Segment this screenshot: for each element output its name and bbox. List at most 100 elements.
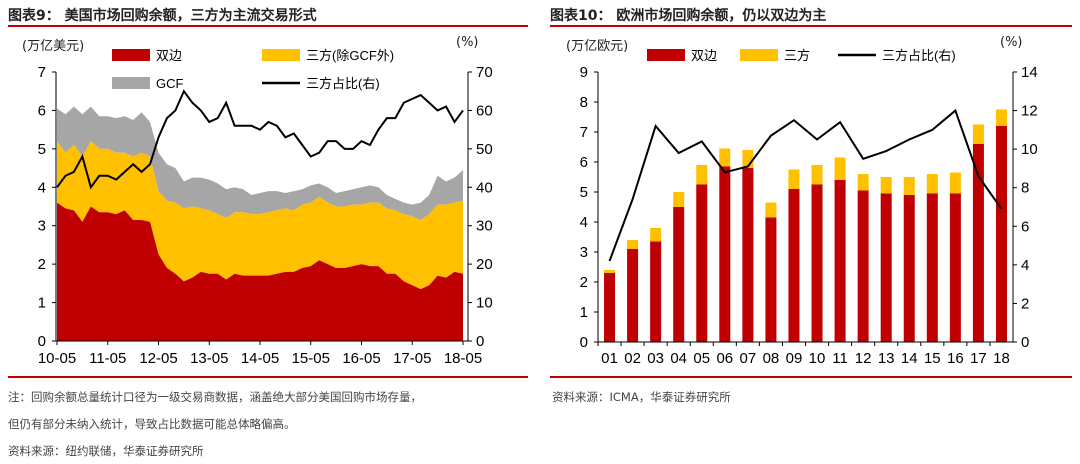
y-tick-label: 2 <box>580 274 588 291</box>
x-tick-label: 14 <box>901 350 918 367</box>
x-tick-label: 03 <box>647 350 664 367</box>
x-tick-label: 09 <box>786 350 803 367</box>
bilateral-bar <box>742 168 754 342</box>
x-tick-label: 12-05 <box>139 350 177 367</box>
triparty-bar <box>719 148 731 167</box>
x-tick-label: 14-05 <box>241 350 279 367</box>
legend-label: 三方占比(右) <box>882 48 956 63</box>
y-tick-label: 7 <box>38 64 46 81</box>
y-tick-label: 6 <box>38 102 46 119</box>
bilateral-bar <box>673 207 685 342</box>
note-line: 但仍有部分未纳入统计，导致占比数据可能总体略偏高。 <box>8 417 296 431</box>
bilateral-bar <box>903 195 915 342</box>
legend-swatch <box>740 49 778 61</box>
bilateral-bar <box>811 184 823 342</box>
x-tick-label: 10-05 <box>38 350 76 367</box>
y-tick-label: 1 <box>580 304 588 321</box>
right-source: 资料来源：ICMA，华泰证券研究所 <box>552 390 731 404</box>
x-tick-label: 17-05 <box>393 350 431 367</box>
right-unit-label: (万亿欧元) <box>566 39 629 54</box>
x-tick-label: 11 <box>832 350 848 367</box>
x-tick-label: 16 <box>947 350 964 367</box>
y2-tick-label: 0 <box>476 333 484 350</box>
triparty-bar <box>926 174 938 194</box>
triparty-bar <box>949 172 961 194</box>
y-tick-label: 7 <box>580 124 588 141</box>
y2-tick-label: 0 <box>1021 334 1029 351</box>
bilateral-bar <box>834 180 846 342</box>
left-unit-right: (%) <box>456 35 479 50</box>
triparty-bar <box>995 109 1007 126</box>
triparty-bar <box>604 270 616 273</box>
x-tick-label: 13 <box>878 350 895 367</box>
triparty-share-line <box>56 89 464 190</box>
x-tick-label: 17 <box>970 350 987 367</box>
y-tick-label: 4 <box>580 214 588 231</box>
eu-repo-chart: 01 02 03 04 05 06 07 08 09 10 11 12 13 14 15 16 17 180123… <box>580 48 1038 367</box>
y2-tick-label: 14 <box>1021 64 1038 81</box>
x-tick-label: 08 <box>763 350 780 367</box>
triparty-bar <box>650 228 662 242</box>
y-tick-label: 3 <box>38 218 46 235</box>
y2-tick-label: 4 <box>1021 257 1029 274</box>
bilateral-area <box>57 202 463 341</box>
y2-tick-label: 6 <box>1021 218 1029 235</box>
y-tick-label: 0 <box>580 334 588 351</box>
legend-swatch <box>647 49 685 61</box>
y-tick-label: 2 <box>38 256 46 273</box>
y-tick-label: 8 <box>580 94 588 111</box>
legend-label: 三方 <box>784 48 810 63</box>
x-tick-label: 15-05 <box>292 350 330 367</box>
legend-swatch <box>112 49 150 61</box>
y-tick-label: 5 <box>38 141 46 158</box>
y2-tick-label: 12 <box>1021 103 1038 120</box>
y2-tick-label: 2 <box>1021 295 1029 312</box>
x-tick-label: 16-05 <box>342 350 380 367</box>
y2-tick-label: 8 <box>1021 180 1029 197</box>
legend-label: 双边 <box>156 48 182 63</box>
bilateral-bar <box>650 241 662 342</box>
x-tick-label: 07 <box>740 350 757 367</box>
y-tick-label: 4 <box>38 179 46 196</box>
right-chart-title: 图表10： 欧洲市场回购余额，仍以双边为主 <box>550 8 827 24</box>
x-tick-label: 18-05 <box>444 350 482 367</box>
y-tick-label: 3 <box>580 244 588 261</box>
chart-bottom-rule <box>550 376 1072 378</box>
bilateral-bar <box>857 190 869 342</box>
triparty-bar <box>857 174 869 191</box>
bilateral-bar <box>972 144 984 342</box>
triparty-bar <box>903 177 915 195</box>
y-tick-label: 0 <box>38 333 46 350</box>
triparty-bar <box>788 169 800 189</box>
legend-label: 双边 <box>691 48 717 63</box>
x-tick-label: 15 <box>924 350 941 367</box>
title-divider <box>8 25 528 27</box>
x-tick-label: 05 <box>693 350 710 367</box>
y-tick-label: 1 <box>38 295 46 312</box>
triparty-bar <box>765 202 777 218</box>
triparty-bar <box>811 165 823 185</box>
bilateral-bar <box>788 189 800 342</box>
triparty-bar <box>834 157 846 180</box>
bilateral-bar <box>696 184 708 342</box>
y2-tick-label: 10 <box>1021 141 1038 158</box>
x-tick-label: 18 <box>993 350 1010 367</box>
gcf-area <box>57 106 463 220</box>
x-tick-label: 02 <box>624 350 641 367</box>
bilateral-bar <box>719 166 731 342</box>
x-tick-label: 12 <box>855 350 872 367</box>
triparty-bar <box>673 192 685 207</box>
triparty-bar <box>880 177 892 194</box>
note-line: 注：回购余额总量统计口径为一级交易商数据，涵盖绝大部分美国回购市场存量， <box>8 390 422 404</box>
triparty-bar <box>742 150 754 168</box>
bilateral-bar <box>765 217 777 342</box>
x-tick-label: 04 <box>670 350 687 367</box>
y2-tick-label: 70 <box>476 64 493 81</box>
left-source: 资料来源：纽约联储，华泰证券研究所 <box>8 444 204 458</box>
left-unit-label: (万亿美元) <box>22 39 85 54</box>
bilateral-bar <box>995 126 1007 342</box>
y2-tick-label: 30 <box>476 218 493 235</box>
bilateral-bar <box>880 193 892 342</box>
x-tick-label: 01 <box>601 350 618 367</box>
